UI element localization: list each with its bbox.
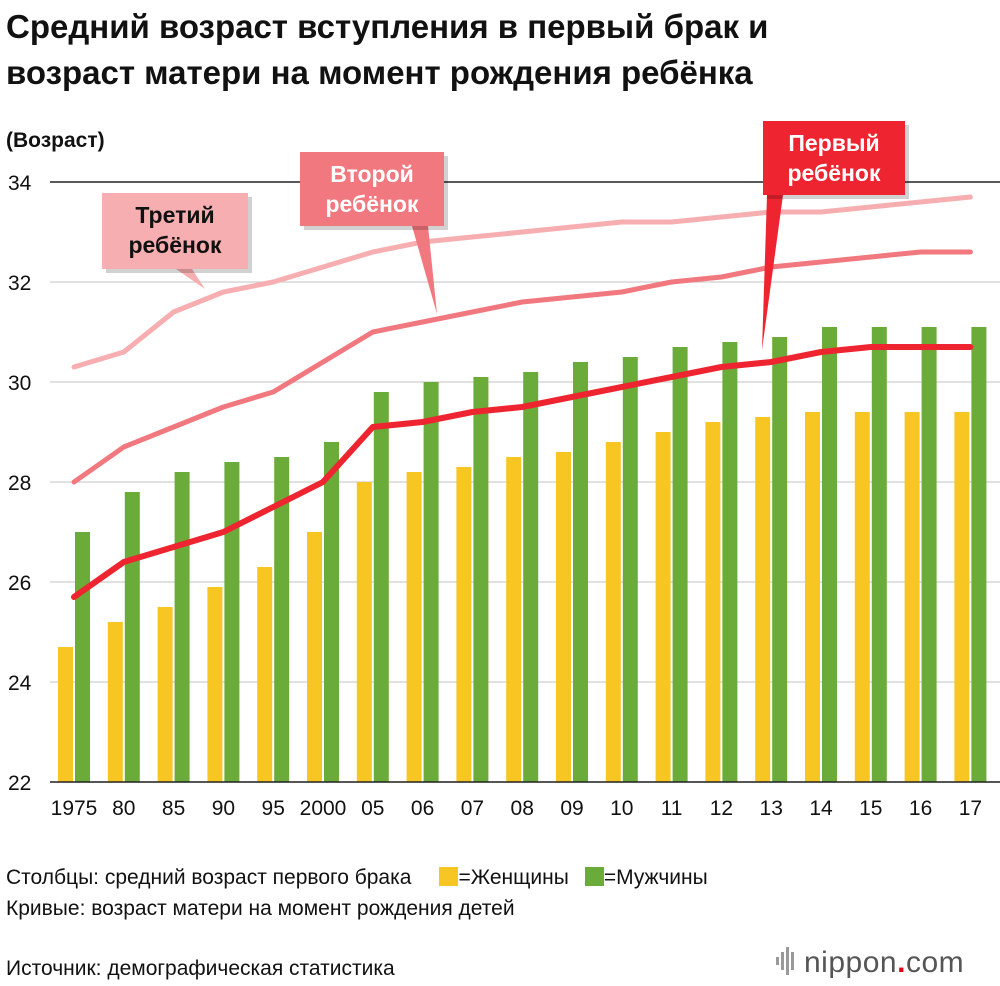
legend-bars-label: Столбцы: средний возраст первого брака bbox=[6, 866, 412, 889]
callout-label-first-line-2: ребёнок bbox=[788, 160, 881, 186]
callout-box-first bbox=[763, 121, 905, 195]
bar-men-16 bbox=[921, 327, 937, 782]
x-tick-label-11: 11 bbox=[661, 797, 683, 820]
x-tick-label-10: 10 bbox=[610, 797, 633, 820]
bar-men-11 bbox=[672, 347, 688, 782]
y-tick-label-30: 30 bbox=[8, 372, 31, 395]
bar-men-85 bbox=[174, 472, 190, 782]
bar-women-11 bbox=[655, 432, 671, 782]
x-tick-label-16: 16 bbox=[909, 797, 932, 820]
callout-label-second-line-2: ребёнок bbox=[326, 191, 419, 217]
bar-women-13 bbox=[755, 417, 771, 782]
logo-name: nippon bbox=[804, 946, 898, 979]
x-tick-label-05: 05 bbox=[361, 797, 384, 820]
callout-label-second-line-1: Второй bbox=[330, 161, 414, 187]
legend-men-swatch bbox=[584, 867, 604, 886]
chart-title-line-2: возраст матери на момент рождения ребёнк… bbox=[6, 54, 753, 91]
x-tick-label-12: 12 bbox=[710, 797, 733, 820]
x-tick-label-14: 14 bbox=[809, 797, 833, 820]
x-tick-label-17: 17 bbox=[959, 797, 982, 820]
bar-women-80 bbox=[107, 622, 123, 782]
bar-men-14 bbox=[822, 327, 837, 782]
y-tick-label-26: 26 bbox=[8, 572, 31, 595]
callout-pointer-first bbox=[762, 195, 783, 350]
chart-title-line-1: Средний возраст вступления в первый брак… bbox=[6, 8, 769, 45]
nippon-logo: nippon.com bbox=[776, 946, 964, 980]
line-first bbox=[71, 344, 974, 600]
x-tick-label-08: 08 bbox=[511, 797, 534, 820]
callout-box-third bbox=[102, 193, 248, 269]
line-second bbox=[71, 249, 973, 485]
bar-men-95 bbox=[274, 457, 290, 782]
bar-women-85 bbox=[157, 607, 173, 782]
bar-women-06 bbox=[406, 472, 422, 782]
legend-men-label: =Мужчины bbox=[603, 866, 708, 889]
line-third bbox=[71, 194, 973, 370]
bar-men-90 bbox=[224, 462, 240, 782]
bar-men-17 bbox=[971, 327, 987, 782]
y-tick-label-24: 24 bbox=[8, 672, 32, 695]
callout-label-first-line-1: Первый bbox=[788, 130, 879, 156]
x-tick-label-1975: 1975 bbox=[51, 797, 98, 820]
callout-box-second bbox=[300, 152, 444, 226]
bar-women-1975 bbox=[58, 647, 73, 782]
bar-men-1975 bbox=[75, 532, 90, 782]
callout-pointer-second bbox=[412, 226, 437, 314]
bar-men-10 bbox=[622, 357, 638, 782]
bar-women-05 bbox=[356, 482, 372, 782]
bar-women-08 bbox=[506, 457, 522, 782]
source-note: Источник: демографическая статистика bbox=[6, 957, 395, 980]
bar-men-07 bbox=[473, 377, 489, 782]
callout-label-third-line-1: Третий bbox=[135, 202, 214, 228]
y-tick-label-32: 32 bbox=[8, 272, 31, 295]
bar-women-15 bbox=[854, 412, 870, 782]
bar-women-16 bbox=[904, 412, 920, 782]
bar-men-15 bbox=[871, 327, 887, 782]
x-tick-label-07: 07 bbox=[461, 797, 484, 820]
bar-men-09 bbox=[573, 362, 588, 782]
bar-women-12 bbox=[705, 422, 721, 782]
bar-women-17 bbox=[954, 412, 970, 782]
legend-bars-row: Столбцы: средний возраст первого брака =Ж… bbox=[6, 864, 708, 892]
bar-men-08 bbox=[523, 372, 539, 782]
logo-dot: . bbox=[897, 946, 906, 979]
bar-women-10 bbox=[605, 442, 621, 782]
bar-women-14 bbox=[805, 412, 820, 782]
bar-women-95 bbox=[257, 567, 273, 782]
x-tick-label-80: 80 bbox=[112, 797, 135, 820]
x-tick-label-85: 85 bbox=[162, 797, 185, 820]
callout-label-third-line-2: ребёнок bbox=[129, 232, 222, 258]
x-tick-label-2000: 2000 bbox=[300, 797, 347, 820]
x-tick-label-13: 13 bbox=[760, 797, 783, 820]
bar-men-80 bbox=[124, 492, 140, 782]
y-tick-label-28: 28 bbox=[8, 472, 31, 495]
x-tick-label-15: 15 bbox=[859, 797, 882, 820]
bar-women-2000 bbox=[307, 532, 322, 782]
chart-canvas: 22 24 26 28 30 32 34 (Возраст) 1975 80 85 90 95 2000 0… bbox=[6, 121, 1000, 820]
nippon-logo-mark-icon bbox=[776, 947, 794, 975]
logo-domain: com bbox=[905, 946, 965, 979]
bar-men-13 bbox=[772, 337, 788, 782]
y-axis-label: (Возраст) bbox=[6, 129, 105, 152]
bar-men-05 bbox=[373, 392, 389, 782]
bar-men-06 bbox=[423, 382, 439, 782]
y-tick-label-22: 22 bbox=[8, 772, 31, 795]
x-tick-label-09: 09 bbox=[560, 797, 583, 820]
legend-women-label: =Женщины bbox=[458, 866, 569, 889]
bar-women-90 bbox=[207, 587, 223, 782]
bar-women-09 bbox=[556, 452, 571, 782]
x-tick-label-90: 90 bbox=[212, 797, 235, 820]
legend-curves-label: Кривые: возраст матери на момент рождени… bbox=[6, 897, 515, 920]
x-tick-label-95: 95 bbox=[262, 797, 285, 820]
callout-pointer-third bbox=[176, 269, 205, 289]
legend-curves-row: Кривые: возраст матери на момент рождени… bbox=[6, 895, 515, 923]
bar-men-12 bbox=[722, 342, 738, 782]
y-tick-label-34: 34 bbox=[8, 172, 32, 195]
bar-women-07 bbox=[456, 467, 472, 782]
legend-women-swatch bbox=[439, 867, 459, 886]
bar-men-2000 bbox=[324, 442, 339, 782]
chart-title: Средний возраст вступления в первый брак… bbox=[6, 4, 996, 96]
x-tick-label-06: 06 bbox=[411, 797, 434, 820]
